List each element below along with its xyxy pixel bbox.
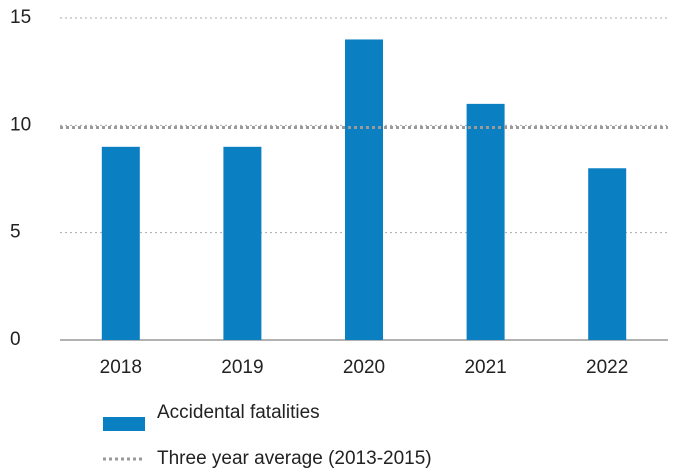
legend-label: Accidental fatalities bbox=[157, 402, 320, 423]
bar bbox=[101, 146, 140, 340]
bar bbox=[345, 39, 383, 340]
x-tick-label: 2021 bbox=[464, 357, 506, 378]
x-tick-label: 2020 bbox=[343, 357, 385, 378]
legend-swatch bbox=[103, 417, 145, 431]
bar bbox=[466, 103, 505, 340]
bar bbox=[588, 168, 627, 340]
legend-label: Three year average (2013-2015) bbox=[157, 448, 432, 469]
x-tick-label: 2018 bbox=[100, 357, 142, 378]
y-tick-label: 15 bbox=[10, 7, 31, 28]
x-tick-label: 2022 bbox=[586, 357, 628, 378]
y-tick-label: 10 bbox=[10, 114, 31, 135]
y-tick-label: 0 bbox=[10, 329, 21, 350]
bar bbox=[223, 146, 262, 340]
x-tick-label: 2019 bbox=[221, 357, 263, 378]
y-tick-label: 5 bbox=[10, 222, 21, 243]
